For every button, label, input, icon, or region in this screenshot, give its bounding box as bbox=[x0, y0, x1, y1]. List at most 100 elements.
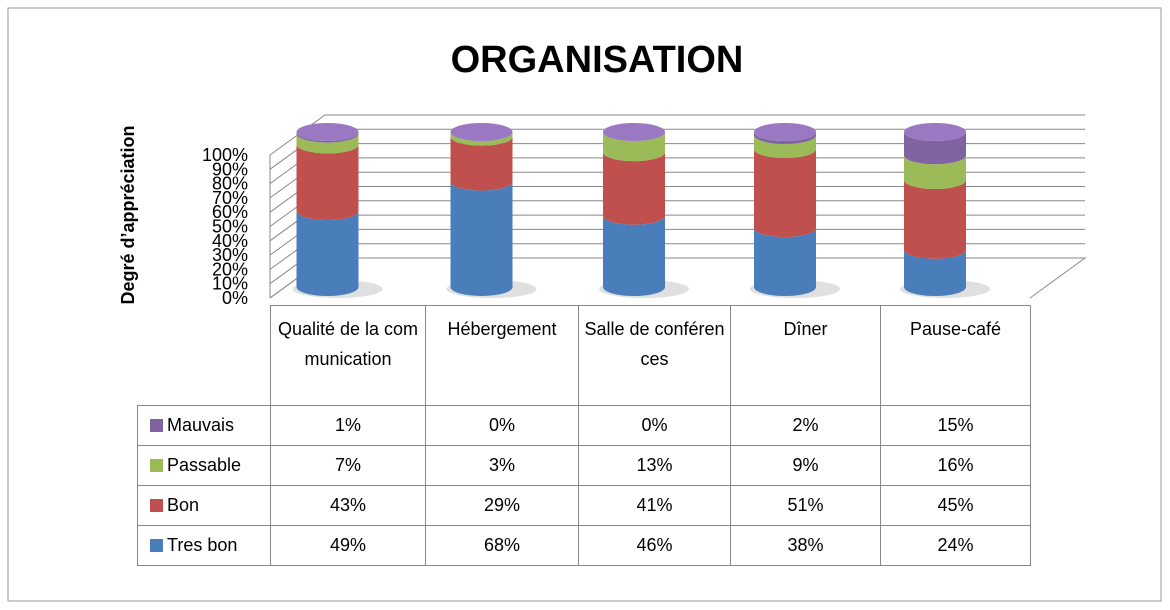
data-cell: 45% bbox=[880, 485, 1031, 526]
bar-segment bbox=[904, 180, 966, 259]
data-cell-text: 1% bbox=[334, 415, 361, 435]
bar-segment bbox=[450, 136, 513, 191]
category-label: Salle de conférences bbox=[578, 305, 731, 406]
legend-swatch bbox=[150, 419, 163, 432]
data-cell-text: 2% bbox=[792, 415, 819, 435]
data-cell: 51% bbox=[730, 485, 881, 526]
legend-entry: Passable bbox=[137, 445, 271, 486]
y-tick-label: 90% bbox=[212, 159, 248, 179]
y-tick-label: 50% bbox=[212, 217, 248, 237]
legend-text: Mauvais bbox=[167, 415, 235, 435]
data-cell-text: 29% bbox=[483, 495, 521, 515]
data-cell: 9% bbox=[730, 445, 881, 486]
y-tick-label: 70% bbox=[212, 188, 248, 208]
bar-segment bbox=[296, 211, 359, 296]
legend-text: Tres bon bbox=[167, 535, 238, 555]
bar-segment bbox=[754, 132, 816, 145]
data-cell-text: 0% bbox=[641, 415, 668, 435]
bar-segment bbox=[296, 132, 359, 143]
legend-swatch bbox=[150, 459, 163, 472]
data-cell-text: 45% bbox=[937, 495, 974, 515]
category-label-text: Salle de conférences bbox=[584, 319, 725, 369]
category-label: Dîner bbox=[730, 305, 881, 406]
data-cell: 7% bbox=[270, 445, 426, 486]
bar-segment bbox=[450, 181, 513, 296]
bar-segment bbox=[754, 149, 816, 238]
legend-text: Passable bbox=[167, 455, 242, 475]
data-cell-text: 41% bbox=[636, 495, 673, 515]
bar-segment bbox=[904, 155, 966, 190]
chart-title: ORGANISATION bbox=[451, 39, 744, 81]
category-label-text: Dîner bbox=[783, 319, 828, 339]
legend-entry: Bon bbox=[137, 485, 271, 526]
data-cell: 43% bbox=[270, 485, 426, 526]
legend-swatch bbox=[150, 499, 163, 512]
bar-segment bbox=[603, 152, 665, 225]
bar-segment bbox=[754, 135, 816, 159]
data-cell: 2% bbox=[730, 405, 881, 446]
y-tick-label: 0% bbox=[222, 288, 248, 308]
cap bbox=[904, 123, 966, 141]
legend-text: Bon bbox=[167, 495, 200, 515]
bar-segment bbox=[904, 132, 966, 165]
data-cell: 29% bbox=[425, 485, 579, 526]
y-tick-label: 20% bbox=[212, 259, 248, 279]
data-cell-text: 51% bbox=[787, 495, 824, 515]
bar-segment bbox=[296, 144, 359, 221]
data-cell: 3% bbox=[425, 445, 579, 486]
bar-segment bbox=[904, 249, 966, 296]
category-label-text: Hébergement bbox=[447, 319, 557, 339]
data-cell: 15% bbox=[880, 405, 1031, 446]
data-cell: 38% bbox=[730, 525, 881, 566]
data-cell: 24% bbox=[880, 525, 1031, 566]
data-cell: 41% bbox=[578, 485, 731, 526]
data-cell-text: 3% bbox=[488, 455, 515, 475]
data-cell-text: 7% bbox=[334, 455, 361, 475]
y-tick-label: 30% bbox=[212, 245, 248, 265]
y-tick-label: 10% bbox=[212, 274, 248, 294]
data-cell-text: 49% bbox=[329, 535, 367, 555]
bar-segment bbox=[603, 132, 665, 162]
data-cell-text: 38% bbox=[787, 535, 824, 555]
cap bbox=[603, 123, 665, 141]
category-label: Qualité de la communication bbox=[270, 305, 426, 406]
frame bbox=[7, 7, 1162, 602]
cap bbox=[450, 123, 513, 141]
data-cell-text: 68% bbox=[483, 535, 521, 555]
y-tick-label: 80% bbox=[212, 174, 248, 194]
data-cell: 13% bbox=[578, 445, 731, 486]
legend-entry: Tres bon bbox=[137, 525, 271, 566]
category-label-text: Pause-café bbox=[909, 319, 1002, 339]
legend-entry: Mauvais bbox=[137, 405, 271, 446]
category-label: Hébergement bbox=[425, 305, 579, 406]
category-label: Pause-café bbox=[880, 305, 1031, 406]
data-cell: 46% bbox=[578, 525, 731, 566]
data-cell-text: 15% bbox=[937, 415, 974, 435]
data-cell: 0% bbox=[425, 405, 579, 446]
y-tick-label: 100% bbox=[202, 145, 248, 165]
y-axis-label: Degré d’appréciation bbox=[118, 125, 138, 304]
data-cell-text: 9% bbox=[792, 455, 819, 475]
data-cell: 16% bbox=[880, 445, 1031, 486]
data-cell-text: 46% bbox=[636, 535, 673, 555]
bar-segment bbox=[754, 228, 816, 296]
data-cell: 0% bbox=[578, 405, 731, 446]
data-cell-text: 43% bbox=[329, 495, 367, 515]
data-cell-text: 24% bbox=[937, 535, 974, 555]
y-tick-label: 60% bbox=[212, 202, 248, 222]
bar-segment bbox=[296, 133, 359, 154]
category-label-text: Qualité de la communication bbox=[277, 319, 419, 369]
data-cell: 1% bbox=[270, 405, 426, 446]
cap bbox=[754, 123, 816, 141]
data-cell: 68% bbox=[425, 525, 579, 566]
data-cell-text: 13% bbox=[636, 455, 673, 475]
data-cell-text: 0% bbox=[488, 415, 515, 435]
legend-swatch bbox=[150, 539, 163, 552]
bar-segment bbox=[603, 215, 665, 296]
data-cell: 49% bbox=[270, 525, 426, 566]
bar-segment bbox=[450, 132, 513, 146]
cap bbox=[296, 123, 359, 141]
data-cell-text: 16% bbox=[937, 455, 974, 475]
